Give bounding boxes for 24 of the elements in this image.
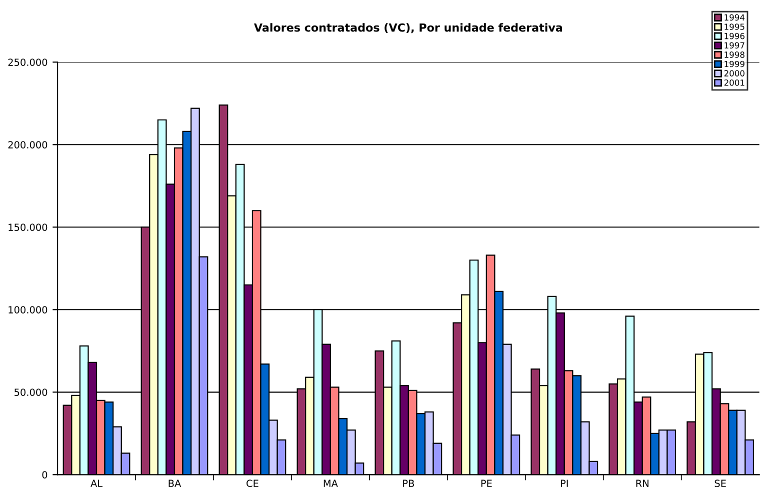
y-tick-label: 0 <box>42 471 48 478</box>
legend-label: 1996 <box>724 32 744 40</box>
legend-label: 1997 <box>724 42 744 49</box>
x-tick-label: SE <box>714 480 726 488</box>
x-tick-label: PB <box>403 480 414 487</box>
y-tick-label: 100.000 <box>8 306 48 314</box>
legend-label: 1994 <box>724 14 745 21</box>
x-tick-label: RN <box>636 480 648 487</box>
legend-label: 1999 <box>724 60 744 68</box>
y-tick-label: 150.000 <box>8 224 48 231</box>
y-tick-label: 250.000 <box>8 58 48 66</box>
x-tick-label: PE <box>481 480 492 487</box>
legend-label: 1995 <box>724 24 744 30</box>
legend-label: 2001 <box>724 79 744 86</box>
y-tick-label: 50.000 <box>14 388 48 396</box>
x-tick-label: AL <box>90 480 102 487</box>
legend-label: 1998 <box>724 52 744 58</box>
chart-title: Valores contratados (VC), Por unidade federativa <box>254 23 562 34</box>
x-tick-label: MA <box>324 480 338 487</box>
x-tick-label: BA <box>168 480 182 487</box>
legend-label: 2000 <box>724 70 744 76</box>
x-tick-label: PI <box>560 480 568 487</box>
x-tick-label: CE <box>246 480 258 488</box>
y-tick-label: 200.000 <box>8 141 48 148</box>
